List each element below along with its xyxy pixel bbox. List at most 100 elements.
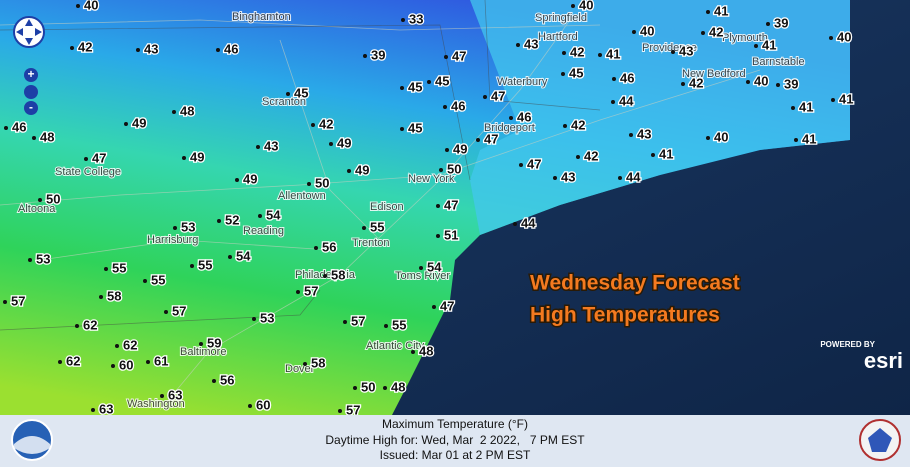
station-dot <box>516 43 520 47</box>
station-dot <box>400 127 404 131</box>
city-label: Atlantic City <box>366 340 425 352</box>
station-dot <box>400 86 404 90</box>
temperature-label: 49 <box>243 171 257 186</box>
temperature-label: 57 <box>11 293 25 308</box>
station-dot <box>252 317 256 321</box>
temperature-label: 40 <box>837 29 851 44</box>
temperature-label: 60 <box>256 397 270 412</box>
station-dot <box>104 267 108 271</box>
temperature-label: 41 <box>714 3 728 18</box>
city-label: Scranton <box>262 96 306 108</box>
station-dot <box>143 279 147 283</box>
station-dot <box>618 176 622 180</box>
station-dot <box>256 145 260 149</box>
temperature-label: 60 <box>119 357 133 372</box>
footer-valid: Daytime High for: Wed, Mar 2 2022, 7 PM … <box>325 433 585 447</box>
station-dot <box>314 246 318 250</box>
temperature-label: 59 <box>207 335 221 350</box>
nav-control[interactable] <box>13 16 45 48</box>
station-dot <box>651 153 655 157</box>
temperature-label: 41 <box>802 131 816 146</box>
city-label: Springfield <box>535 12 587 24</box>
temperature-label: 57 <box>172 303 186 318</box>
temperature-label: 43 <box>679 43 693 58</box>
city-label: Washington <box>127 398 185 410</box>
temperature-label: 48 <box>40 129 54 144</box>
temperature-label: 40 <box>754 73 768 88</box>
temperature-label: 42 <box>709 24 723 39</box>
temperature-label: 46 <box>451 98 465 113</box>
station-dot <box>427 80 431 84</box>
station-dot <box>563 124 567 128</box>
city-label: Waterbury <box>497 76 548 88</box>
station-dot <box>38 198 42 202</box>
marine-forecast-area <box>470 0 850 235</box>
station-dot <box>286 92 290 96</box>
station-dot <box>307 182 311 186</box>
station-dot <box>432 305 436 309</box>
station-dot <box>362 226 366 230</box>
station-dot <box>436 234 440 238</box>
temperature-label: 40 <box>640 23 654 38</box>
temperature-label: 56 <box>322 239 336 254</box>
station-dot <box>4 126 8 130</box>
temperature-label: 47 <box>444 197 458 212</box>
temperature-label: 41 <box>839 91 853 106</box>
station-dot <box>831 98 835 102</box>
city-label: Barnstable <box>752 56 805 68</box>
zoom-globe[interactable] <box>24 85 38 99</box>
zoom-out[interactable]: - <box>24 100 38 115</box>
station-dot <box>383 386 387 390</box>
temperature-label: 56 <box>220 372 234 387</box>
temperature-label: 50 <box>315 175 329 190</box>
city-label: Reading <box>243 225 284 237</box>
city-label: State College <box>55 166 121 178</box>
temperature-label: 45 <box>408 120 422 135</box>
temperature-label: 46 <box>620 70 634 85</box>
temperature-label: 62 <box>66 353 80 368</box>
temperature-label: 43 <box>524 36 538 51</box>
temperature-label: 58 <box>107 288 121 303</box>
temperature-label: 42 <box>78 39 92 54</box>
temperature-label: 61 <box>154 353 168 368</box>
city-label: Toms River <box>395 270 450 282</box>
station-dot <box>476 138 480 142</box>
station-dot <box>598 53 602 57</box>
svg-text:+: + <box>27 67 34 81</box>
footer-issued: Issued: Mar 01 at 2 PM EST <box>380 448 531 462</box>
temperature-label: 45 <box>408 79 422 94</box>
temperature-label: 62 <box>83 317 97 332</box>
station-dot <box>160 394 164 398</box>
temperature-label: 42 <box>570 44 584 59</box>
station-dot <box>571 4 575 8</box>
station-dot <box>706 136 710 140</box>
station-dot <box>629 133 633 137</box>
temperature-label: 43 <box>561 169 575 184</box>
station-dot <box>347 169 351 173</box>
zoom-in[interactable]: + <box>24 67 38 82</box>
station-dot <box>754 44 758 48</box>
station-dot <box>173 226 177 230</box>
temperature-label: 43 <box>264 138 278 153</box>
station-dot <box>296 290 300 294</box>
city-label: Providence <box>642 42 697 54</box>
temperature-label: 40 <box>579 0 593 12</box>
city-label: Hartford <box>538 31 578 43</box>
station-dot <box>509 116 513 120</box>
station-dot <box>562 51 566 55</box>
city-label: New Bedford <box>682 68 746 80</box>
station-dot <box>329 142 333 146</box>
temperature-label: 47 <box>491 88 505 103</box>
station-dot <box>483 95 487 99</box>
station-dot <box>3 300 7 304</box>
temperature-label: 50 <box>361 379 375 394</box>
temperature-label: 46 <box>517 109 531 124</box>
temperature-label: 42 <box>584 148 598 163</box>
city-label: Bridgeport <box>484 122 535 134</box>
station-dot <box>794 138 798 142</box>
temperature-label: 47 <box>440 298 454 313</box>
temperature-label: 41 <box>606 46 620 61</box>
temperature-label: 45 <box>294 85 308 100</box>
temperature-label: 46 <box>224 41 238 56</box>
